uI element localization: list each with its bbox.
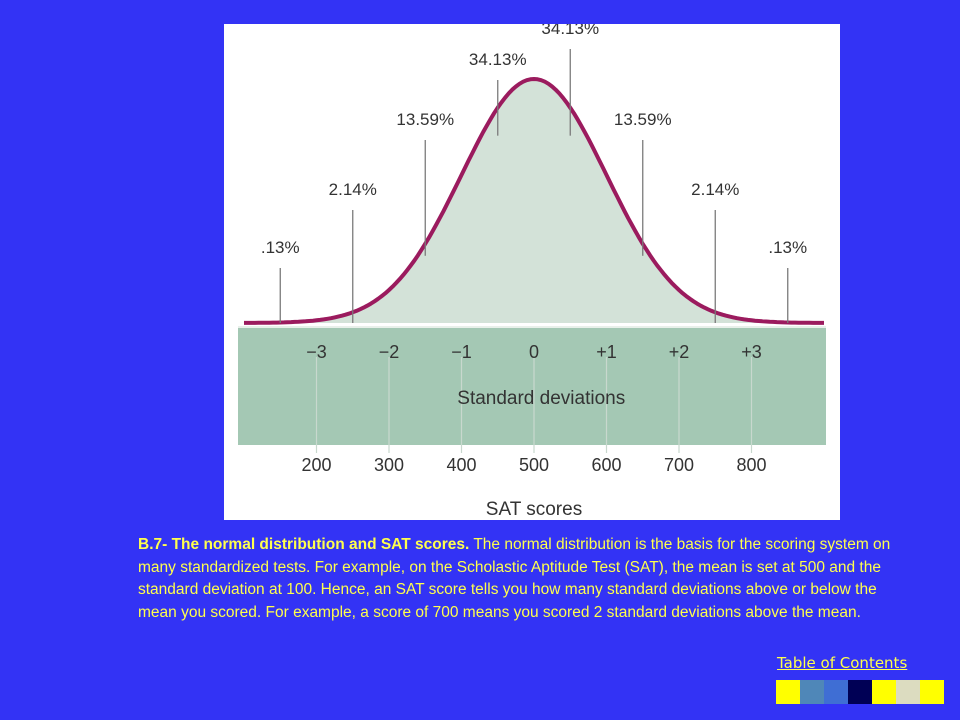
sd-tick-label-2: −1	[451, 342, 472, 362]
region-label-0: .13%	[261, 238, 300, 257]
sat-tick-label-3: 500	[519, 455, 549, 475]
region-label-3: 34.13%	[469, 50, 527, 69]
nav-button-3[interactable]	[824, 680, 848, 704]
nav-button-5[interactable]	[872, 680, 896, 704]
nav-color-buttons	[776, 680, 944, 704]
sat-tick-label-5: 700	[664, 455, 694, 475]
region-label-7: .13%	[768, 238, 807, 257]
sd-tick-label-6: +3	[741, 342, 762, 362]
region-label-4: 34.13%	[541, 24, 599, 38]
sd-tick-label-0: −3	[306, 342, 327, 362]
region-label-2: 13.59%	[396, 110, 454, 129]
band-label: Standard deviations	[457, 388, 625, 409]
region-label-1: 2.14%	[329, 180, 377, 199]
sat-tick-label-1: 300	[374, 455, 404, 475]
nav-button-7[interactable]	[920, 680, 944, 704]
x-axis-label: SAT scores	[486, 499, 582, 520]
sd-tick-label-5: +2	[669, 342, 690, 362]
figure-caption: B.7- The normal distribution and SAT sco…	[138, 534, 898, 624]
normal-distribution-figure: .13% 2.14% 13.59% 34.13% 34.13% 13.59% 2.14% .1…	[224, 24, 840, 520]
curve-area-fill	[238, 79, 826, 323]
nav-button-4[interactable]	[848, 680, 872, 704]
sat-tick-label-6: 800	[736, 455, 766, 475]
sd-tick-label-1: −2	[379, 342, 400, 362]
region-label-6: 2.14%	[691, 180, 739, 199]
sat-tick-label-2: 400	[446, 455, 476, 475]
normal-distribution-chart: .13% 2.14% 13.59% 34.13% 34.13% 13.59% 2.14% .1…	[238, 24, 826, 520]
sd-tick-label-4: +1	[596, 342, 617, 362]
table-of-contents-link[interactable]: Table of Contents	[777, 654, 908, 672]
sat-tick-label-4: 600	[591, 455, 621, 475]
nav-button-6[interactable]	[896, 680, 920, 704]
nav-button-2[interactable]	[800, 680, 824, 704]
caption-title: B.7- The normal distribution and SAT sco…	[138, 536, 470, 553]
caption-body: The normal distribution is the basis for…	[138, 536, 891, 621]
nav-button-1[interactable]	[776, 680, 800, 704]
sat-tick-label-0: 200	[301, 455, 331, 475]
standard-deviation-band	[238, 327, 826, 445]
region-label-5: 13.59%	[614, 110, 672, 129]
normal-curve-line	[244, 77, 824, 325]
sd-tick-label-3: 0	[529, 342, 539, 362]
